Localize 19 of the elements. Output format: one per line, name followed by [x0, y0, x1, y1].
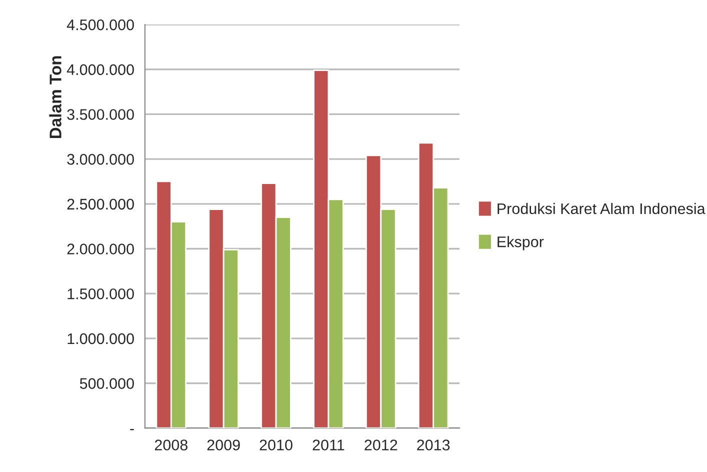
y-tick-label: -: [130, 428, 134, 430]
legend-label: Ekspor: [498, 236, 544, 250]
y-tick-label: 500.000: [80, 378, 134, 389]
y-axis-title: Dalam Ton: [49, 56, 62, 138]
y-tick-label: 3.000.000: [67, 154, 134, 165]
y-tick-label: 2.500.000: [67, 198, 134, 210]
x-tick-label: 2013: [417, 440, 450, 450]
y-tick-label: 1.500.000: [68, 288, 134, 300]
y-tick-label: 3.500.000: [67, 109, 134, 120]
y-tick-label: 1.000.000: [68, 333, 134, 344]
x-tick-label: 2008: [154, 440, 188, 450]
legend-label: Produksi Karet Alam Indonesia: [498, 202, 706, 214]
x-tick-label: 2011: [312, 440, 344, 450]
y-tick-label: 2.000.000: [67, 244, 134, 254]
x-tick-label: 2012: [364, 440, 398, 450]
x-tick-label: 2009: [207, 440, 240, 450]
y-tick-label: 4.500.000: [66, 19, 134, 30]
x-tick-label: 2010: [260, 440, 292, 450]
y-tick-label: 4.000.000: [66, 64, 134, 76]
